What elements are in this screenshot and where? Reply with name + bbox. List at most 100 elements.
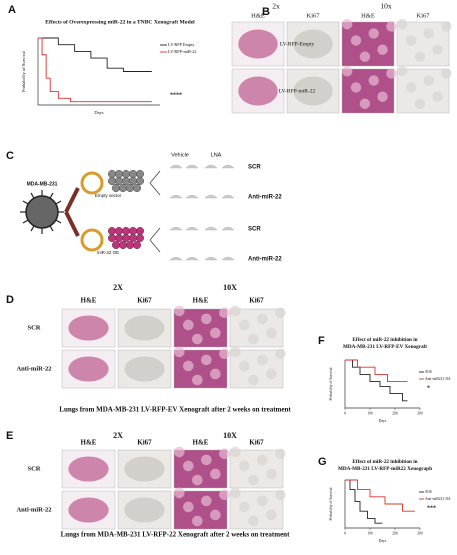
cell-spike [49, 192, 54, 199]
magnification: 2X [113, 283, 123, 292]
tissue [210, 509, 221, 521]
tissue [238, 29, 278, 59]
tissue [397, 19, 408, 30]
cell-cluster [125, 240, 134, 249]
cell-cluster [107, 169, 116, 178]
group-label: SCR [248, 165, 261, 171]
tissue [219, 448, 230, 460]
tissue [124, 315, 165, 341]
cell-cluster [135, 169, 144, 178]
cell-spike [22, 219, 29, 224]
stain-label: H&E [81, 439, 97, 447]
tissue [192, 515, 203, 527]
x-tick-label: 300 [417, 411, 423, 415]
tissue [248, 374, 259, 386]
tissue [257, 313, 268, 325]
survival-curve [38, 37, 152, 72]
row-label: SCR [27, 465, 40, 472]
tissue [266, 327, 277, 339]
tissue [266, 509, 277, 521]
x-tick-label: 200 [392, 531, 398, 535]
caption: Lungs from MDA-MB-231 LV-RFP-EV Xenograf… [59, 406, 291, 414]
tissue [68, 497, 109, 523]
tissue [174, 487, 185, 499]
tissue [275, 489, 286, 501]
tissue [414, 98, 426, 109]
tissue [405, 35, 417, 46]
tissue [210, 368, 221, 380]
x-tick-label: 100 [367, 531, 373, 535]
tissue [183, 501, 194, 513]
treatment-label: LNA [211, 152, 222, 158]
survival-curve [345, 479, 415, 512]
tissue [201, 313, 212, 325]
histology-image [229, 449, 284, 489]
tissue [238, 76, 278, 106]
x-tick-label: 200 [392, 411, 398, 415]
tissue [68, 456, 109, 482]
tissue [201, 495, 212, 507]
cell-cluster [118, 240, 127, 249]
tissue [239, 501, 250, 513]
cell-cluster [128, 169, 137, 178]
panel-letter: G [318, 456, 327, 468]
caption: Lungs from MDA-MB-231 LV-RFP-22 Xenograf… [61, 531, 290, 539]
tissue [257, 454, 268, 466]
tissue [432, 91, 443, 102]
tissue [441, 68, 452, 79]
tissue [201, 454, 212, 466]
arrow [149, 170, 161, 196]
tissue [192, 333, 203, 345]
tissue [230, 305, 241, 317]
tissue [377, 44, 388, 55]
tissue [183, 360, 194, 372]
tissue [342, 66, 353, 77]
cell-cluster [118, 183, 127, 192]
tissue [441, 21, 452, 32]
cell-cluster [128, 226, 137, 235]
mouse [221, 256, 235, 261]
tissue [248, 333, 259, 345]
tissue [405, 82, 417, 93]
group-label: Anti-miR-22 [248, 195, 282, 201]
stain-label: Ki67 [307, 12, 321, 19]
stain-label: Ki67 [249, 439, 264, 447]
magnification: 2X [113, 431, 123, 440]
cell-cluster [114, 169, 123, 178]
x-tick-label: 0 [344, 411, 346, 415]
tissue [239, 460, 250, 472]
tissue [266, 368, 277, 380]
stain-label: H&E [251, 12, 265, 19]
survival-curve [38, 37, 152, 103]
mouse [185, 256, 199, 261]
tissue [68, 315, 109, 341]
mouse [169, 194, 183, 199]
cell-cluster [135, 226, 144, 235]
survival-curve [345, 359, 408, 402]
row-label: LV-RFP-Empty [280, 41, 315, 47]
stain-label: Ki67 [137, 439, 152, 447]
mouse [204, 226, 218, 231]
tissue [230, 487, 241, 499]
tissue [275, 448, 286, 460]
y-axis-label: Probability of Survival [21, 50, 26, 92]
tissue [359, 98, 371, 109]
tissue [342, 19, 353, 30]
arrow [64, 187, 80, 237]
row-label: Anti-miR-22 [16, 365, 51, 372]
tissue [423, 28, 434, 39]
stain-label: Ki67 [249, 297, 264, 305]
magnification: 10X [223, 283, 237, 292]
cell-spike [55, 219, 62, 224]
mouse [185, 226, 199, 231]
cell-cluster [135, 233, 144, 242]
tissue [230, 346, 241, 358]
cell-cluster [128, 176, 137, 185]
x-tick-label: 300 [417, 531, 423, 535]
row-label: Anti-miR-22 [16, 506, 51, 513]
x-tick-label: 100 [367, 411, 373, 415]
cell-cluster [114, 176, 123, 185]
cell-cluster [125, 183, 134, 192]
cell-spike [49, 225, 54, 232]
cell-cluster [132, 240, 141, 249]
